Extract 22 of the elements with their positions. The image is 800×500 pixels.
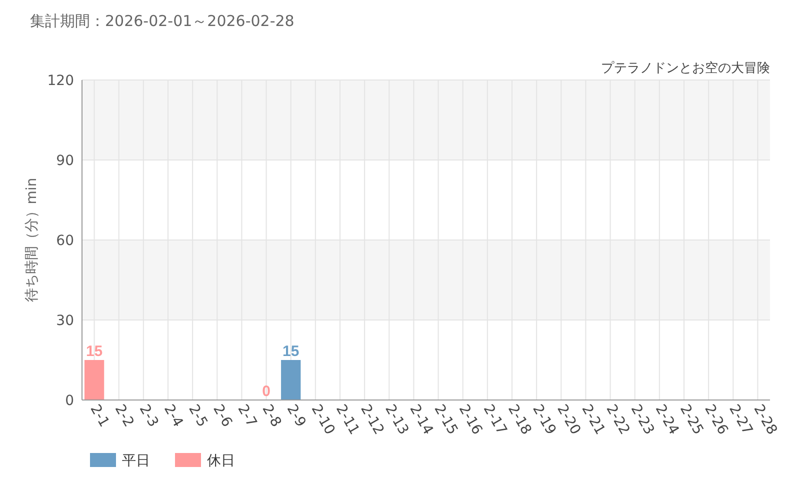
chart-title: 集計期間：2026-02-01～2026-02-28	[30, 12, 294, 30]
y-tick-label: 30	[56, 312, 74, 329]
chart-subtitle: プテラノドンとお空の大冒険	[601, 61, 770, 76]
y-tick-label: 60	[56, 232, 74, 249]
x-tick-label: 2-7	[234, 402, 260, 430]
legend-label: 平日	[122, 452, 150, 469]
data-label: 15	[282, 343, 300, 360]
data-label: 15	[86, 343, 103, 360]
x-tick-label: 2-8	[258, 402, 284, 430]
x-tick-label: 2-9	[283, 402, 309, 430]
x-tick-label: 2-5	[185, 402, 210, 430]
y-tick-label: 120	[47, 72, 74, 89]
y-axis-title: 待ち時間（分）min	[24, 178, 40, 302]
x-tick-label: 2-1	[86, 402, 112, 430]
x-tick-label: 2-3	[136, 402, 162, 430]
y-tick-label: 90	[56, 152, 74, 169]
x-tick-label: 2-2	[111, 402, 137, 430]
x-tick-label: 2-4	[160, 402, 186, 430]
x-tick-label: 2-6	[210, 402, 236, 430]
y-tick-label: 0	[65, 392, 74, 409]
data-label: 0	[262, 383, 270, 400]
legend-label: 休日	[207, 452, 235, 469]
